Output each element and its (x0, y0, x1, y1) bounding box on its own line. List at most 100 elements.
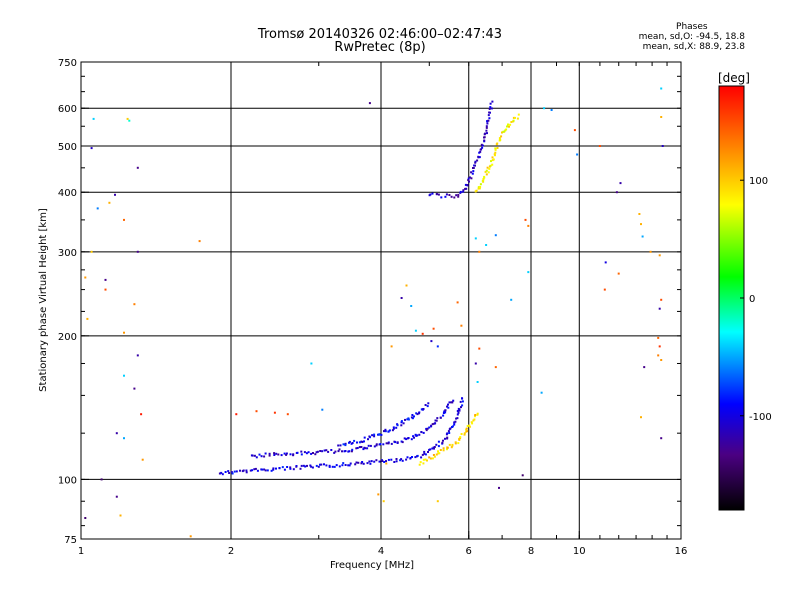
scatter-point-19 (133, 387, 136, 390)
trace-point-0-7-2 (405, 458, 408, 461)
trace-point-4-5-2 (476, 159, 479, 162)
trace-point-5-5-2 (512, 119, 515, 122)
trace-point-2-2-0 (384, 428, 387, 431)
trace-point-1-6-0 (410, 438, 413, 441)
x-tick-label-1: 2 (228, 546, 234, 557)
trace-point-1-1-8 (303, 451, 306, 454)
trace-point-4-6-1 (481, 144, 484, 147)
trace-point-0-2-6 (281, 466, 284, 469)
trace-point-1-7-3 (431, 423, 434, 426)
trace-point-0-8-4 (424, 453, 427, 456)
trace-point-0-10-5 (447, 430, 450, 433)
trace-point-0-0-10 (239, 469, 241, 472)
trace-point-5-5-0 (510, 121, 513, 123)
scatter-point-21 (115, 432, 118, 435)
trace-point-3-4-4 (466, 425, 469, 427)
trace-point-0-5-7 (370, 460, 373, 463)
trace-point-0-3-5 (311, 466, 314, 469)
trace-point-4-3-2 (464, 183, 467, 186)
trace-point-0-5-2 (361, 461, 364, 463)
trace-point-0-9-4 (437, 445, 440, 448)
scatter-point-69 (576, 153, 579, 156)
trace-point-3-0-3 (422, 458, 425, 461)
trace-point-4-5-5 (478, 156, 481, 159)
trace-point-0-8-2 (423, 452, 426, 455)
trace-point-4-6-11 (485, 125, 488, 128)
trace-point-0-10-9 (451, 425, 454, 428)
trace-point-4-6-9 (485, 129, 488, 132)
scatter-point-22 (123, 437, 125, 440)
scatter-point-40 (390, 345, 393, 348)
trace-point-0-4-6 (344, 464, 347, 466)
trace-point-0-5-0 (357, 461, 360, 464)
trace-point-2-1-5 (371, 434, 374, 437)
trace-point-2-0-13 (361, 441, 364, 443)
trace-point-1-2-3 (323, 449, 326, 452)
scatter-point-79 (641, 235, 644, 238)
trace-point-0-11-7 (457, 411, 460, 414)
scatter-point-66 (540, 391, 543, 394)
trace-point-2-3-1 (400, 420, 403, 423)
trace-point-0-0-4 (227, 470, 230, 473)
trace-point-1-3-0 (344, 450, 347, 452)
scatter-point-68 (550, 109, 553, 111)
trace-point-1-0-16 (285, 453, 288, 456)
trace-point-1-2-7 (333, 451, 336, 454)
trace-point-0-0-5 (228, 472, 231, 474)
trace-point-3-2-4 (450, 446, 453, 449)
trace-point-2-0-11 (358, 441, 361, 444)
trace-point-4-1-0 (440, 196, 443, 199)
scatter-point-74 (604, 261, 607, 264)
x-axis-label: Frequency [MHz] (330, 560, 414, 571)
scatter-point-59 (527, 224, 530, 227)
trace-point-0-4-9 (349, 462, 352, 465)
trace-point-0-4-1 (333, 465, 336, 468)
trace-point-4-3-4 (466, 184, 469, 186)
scatter-point-34 (273, 411, 276, 414)
trace-point-1-6-11 (426, 427, 429, 430)
axes: 1 2 4 6 8 10 16 75 100 200 300 400 500 600 750 (58, 58, 687, 557)
trace-point-3-1-1 (433, 455, 436, 458)
scatter-point-4 (126, 117, 129, 120)
trace-point-3-1-7 (442, 449, 445, 452)
trace-point-0-1-7 (254, 467, 257, 470)
scatter-point-23 (141, 458, 144, 461)
trace-point-1-0-12 (275, 452, 278, 455)
trace-point-2-1-1 (363, 436, 366, 439)
scatter-point-10 (90, 250, 93, 253)
trace-point-3-5-3 (474, 415, 476, 418)
trace-point-2-0-1 (339, 444, 342, 447)
trace-point-1-5-5 (400, 440, 403, 443)
scatter-point-64 (498, 486, 500, 489)
trace-point-0-1-12 (264, 469, 267, 472)
scatter-point-13 (104, 288, 107, 291)
trace-point-4-3-7 (467, 177, 470, 180)
trace-point-1-7-8 (436, 417, 439, 420)
trace-point-1-1-14 (315, 451, 318, 454)
trace-point-5-2-10 (494, 151, 497, 154)
scatter-point-48 (377, 493, 380, 496)
trace-point-1-2-4 (325, 449, 328, 452)
scatter-point-33 (255, 410, 258, 413)
trace-point-1-2-2 (321, 450, 324, 453)
trace-point-1-1-3 (292, 453, 295, 456)
scatter-point-7 (136, 250, 139, 253)
trace-point-1-1-11 (310, 452, 313, 455)
scatter-point-2 (96, 207, 99, 210)
trace-point-1-5-7 (403, 437, 406, 440)
scatter-point-85 (658, 345, 661, 348)
trace-point-0-5-3 (362, 462, 365, 465)
trace-point-0-7-7 (414, 456, 417, 459)
trace-point-5-1-2 (482, 178, 485, 181)
scatter-point-35 (286, 413, 289, 416)
trace-point-3-1-2 (435, 453, 438, 456)
scatter-point-46 (460, 324, 463, 327)
trace-point-1-8-1 (442, 412, 445, 414)
scatter-point-30 (310, 362, 313, 365)
trace-point-0-4-8 (348, 464, 351, 467)
trace-point-0-6-6 (393, 461, 396, 463)
trace-point-0-0-0 (218, 472, 221, 475)
trace-point-2-3-0 (400, 421, 403, 424)
trace-point-0-9-5 (437, 440, 440, 443)
scatter-point-15 (123, 331, 125, 334)
